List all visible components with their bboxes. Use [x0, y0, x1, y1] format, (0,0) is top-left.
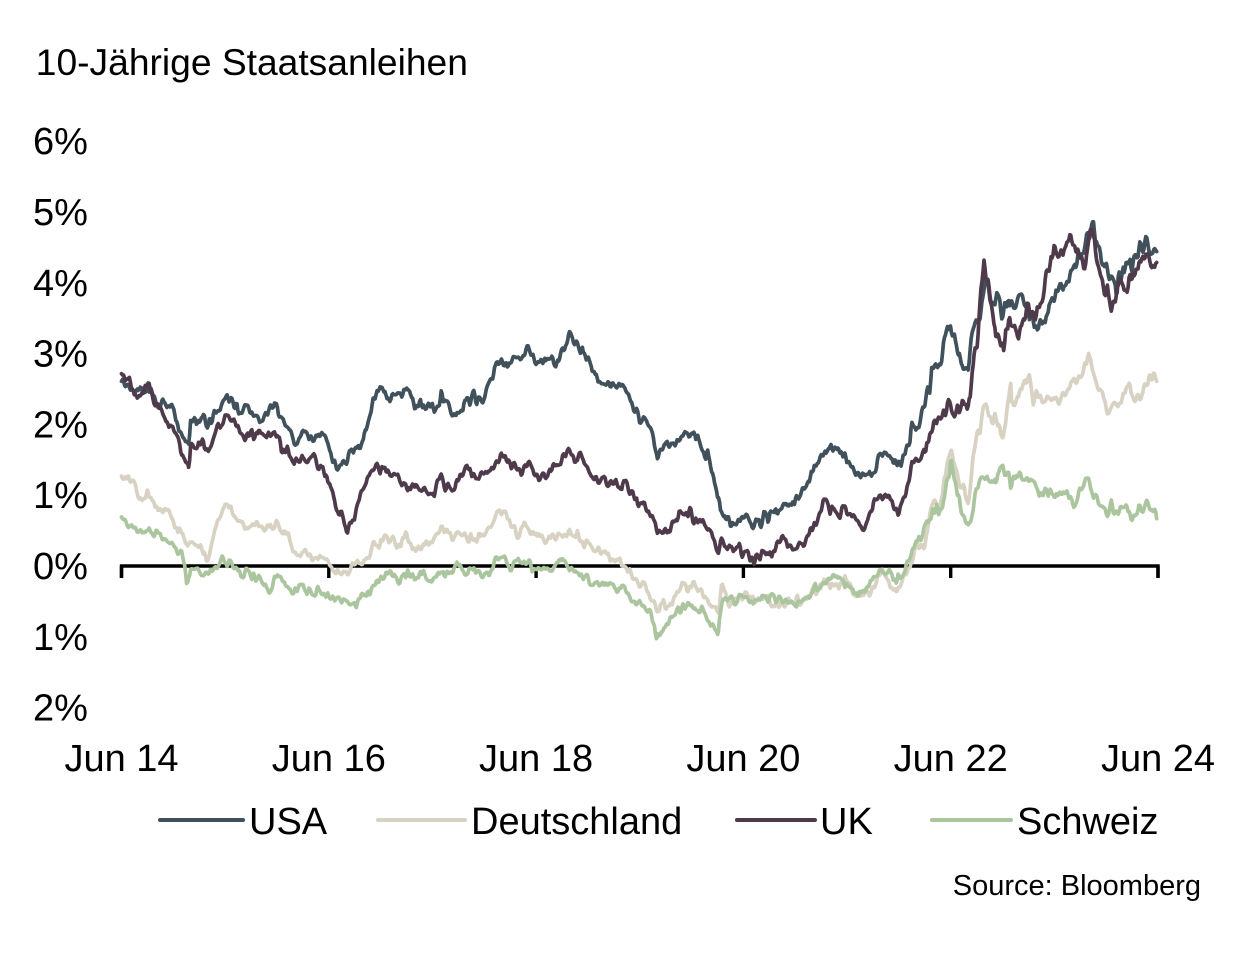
svg-text:Source: Bloomberg: Source: Bloomberg [953, 870, 1201, 902]
svg-text:1%: 1% [33, 617, 88, 659]
svg-text:Deutschland: Deutschland [471, 801, 682, 843]
svg-text:2%: 2% [33, 688, 88, 730]
svg-text:2%: 2% [33, 404, 88, 446]
svg-text:USA: USA [249, 801, 328, 843]
svg-text:10-Jährige Staatsanleihen: 10-Jährige Staatsanleihen [36, 41, 468, 83]
svg-text:3%: 3% [33, 334, 88, 376]
svg-text:6%: 6% [33, 121, 88, 163]
svg-text:Jun 22: Jun 22 [894, 738, 1008, 780]
svg-text:1%: 1% [33, 475, 88, 517]
svg-text:Jun 14: Jun 14 [64, 738, 178, 780]
svg-text:0%: 0% [33, 546, 88, 588]
svg-text:Jun 16: Jun 16 [272, 738, 386, 780]
svg-text:5%: 5% [33, 192, 88, 234]
svg-text:UK: UK [820, 801, 873, 843]
svg-text:Jun 18: Jun 18 [479, 738, 593, 780]
svg-text:Jun 24: Jun 24 [1101, 738, 1215, 780]
svg-text:4%: 4% [33, 263, 88, 305]
svg-text:Jun 20: Jun 20 [686, 738, 800, 780]
svg-text:Schweiz: Schweiz [1017, 801, 1159, 843]
